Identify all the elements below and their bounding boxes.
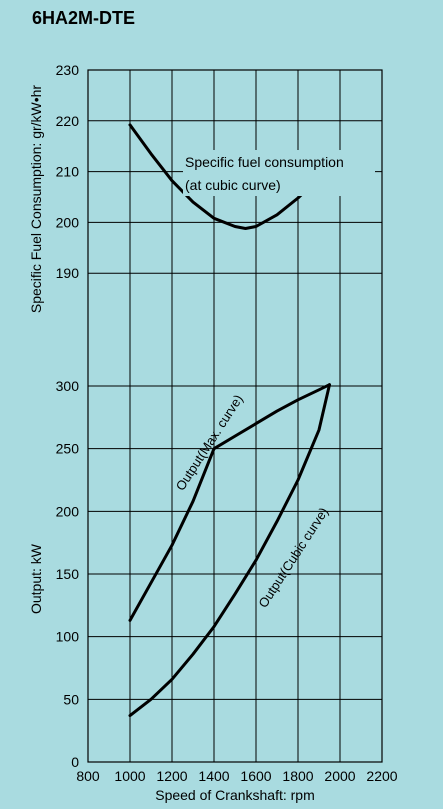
- y-tick-label-sfc: 200: [56, 214, 80, 230]
- y-axis-label-sfc: Specific Fuel Consumption: gr/kW•hr: [28, 85, 44, 314]
- x-tick-label: 1600: [240, 768, 271, 784]
- y-tick-label-output: 200: [56, 503, 80, 519]
- y-tick-label-output: 100: [56, 629, 80, 645]
- plot-border: [87, 69, 383, 763]
- x-tick-label: 2200: [366, 768, 397, 784]
- y-tick-label-sfc: 210: [56, 164, 80, 180]
- y-tick-label-output: 150: [56, 566, 80, 582]
- chart-title: 6HA2M-DTE: [32, 8, 136, 28]
- y-tick-label-sfc: 230: [56, 62, 80, 78]
- x-tick-label: 1400: [198, 768, 229, 784]
- output-cubic-curve: [128, 383, 331, 718]
- x-axis-label: Speed of Crankshaft: rpm: [155, 787, 315, 803]
- sfc-series-label-line2: (at cubic curve): [185, 177, 281, 193]
- x-tick-label: 1800: [282, 768, 313, 784]
- x-tick-label: 1000: [114, 768, 145, 784]
- x-tick-label: 800: [76, 768, 100, 784]
- sfc-label-bg: [183, 150, 375, 196]
- x-tick-label: 1200: [156, 768, 187, 784]
- y-tick-label-output: 0: [71, 754, 79, 770]
- y-tick-label-sfc: 190: [56, 265, 80, 281]
- y-tick-label-output: 50: [63, 691, 79, 707]
- output-max-curve: [128, 383, 331, 622]
- y-tick-label-output: 300: [56, 378, 80, 394]
- x-tick-label: 2000: [324, 768, 355, 784]
- sfc-series-label: Specific fuel consumption: [185, 154, 344, 170]
- y-axis-label-output: Output: kW: [28, 543, 44, 614]
- y-tick-label-sfc: 220: [56, 113, 80, 129]
- y-tick-label-output: 250: [56, 441, 80, 457]
